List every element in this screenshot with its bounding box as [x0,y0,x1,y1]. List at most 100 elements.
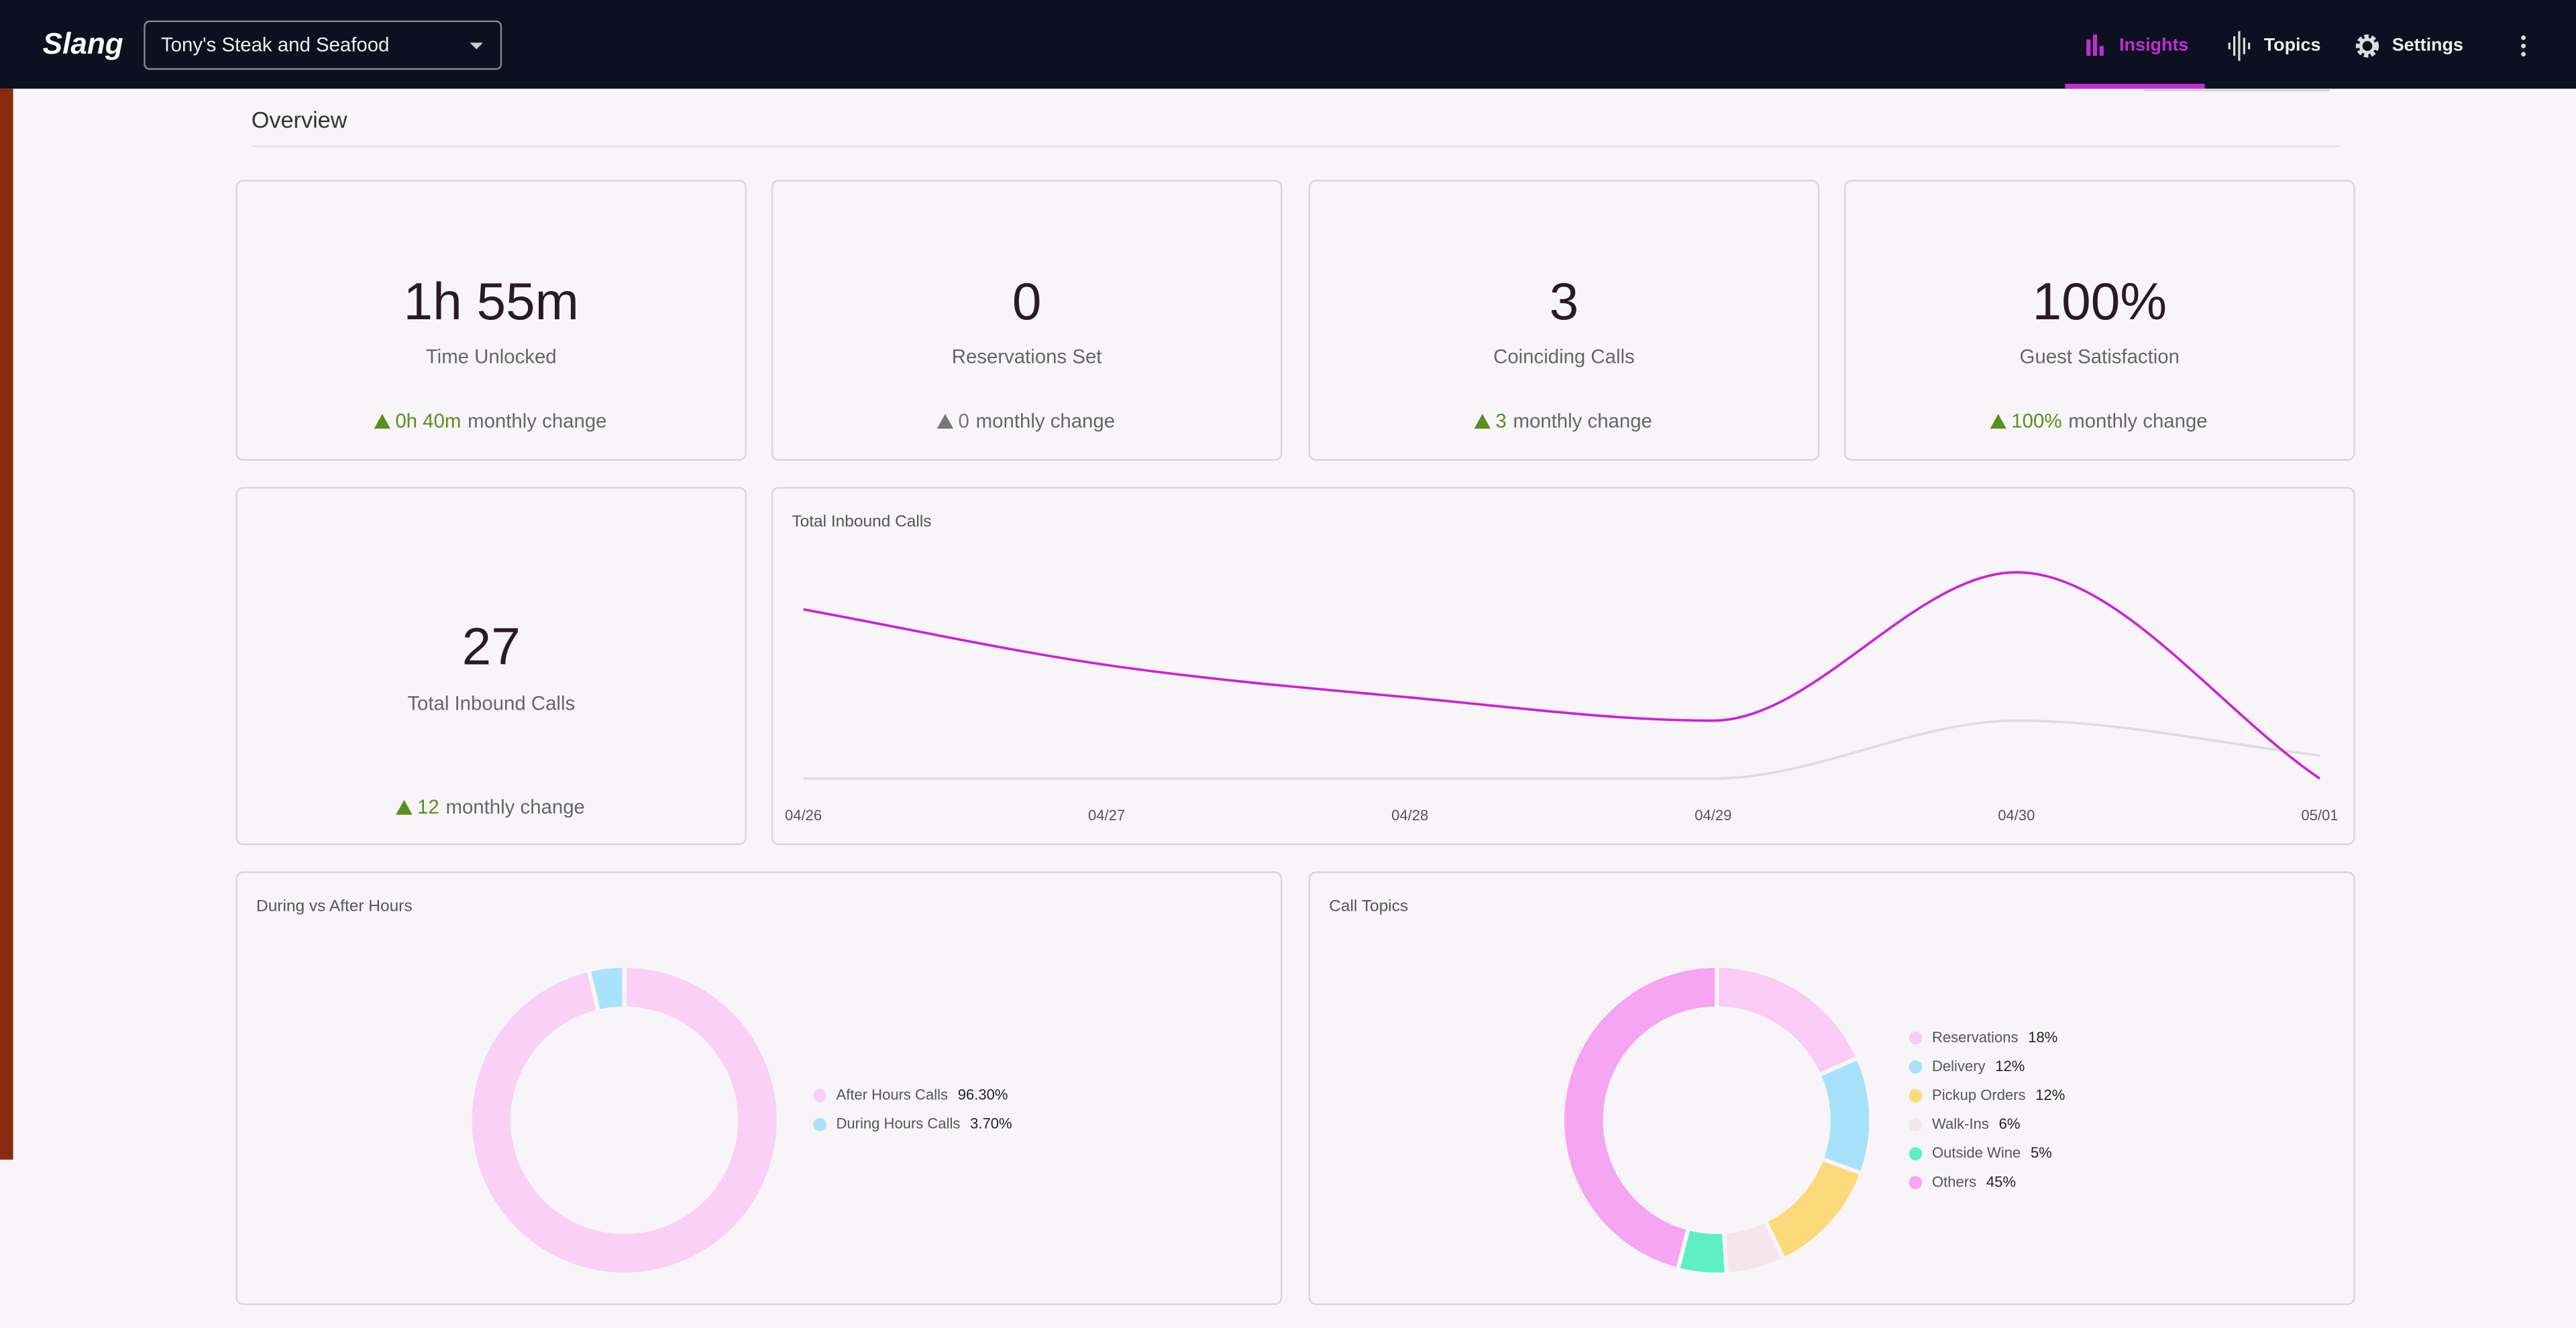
stat-value: 27 [462,616,521,675]
legend-swatch [1909,1089,1923,1103]
change-label: monthly change [468,410,606,432]
legend-label: Reservations [1932,1029,2019,1046]
stat-label: Guest Satisfaction [2020,346,2180,368]
nav-topics[interactable]: Topics [2228,31,2321,61]
dot [2521,35,2526,40]
stat-card [235,487,747,845]
x-tick-label: 04/26 [785,807,822,824]
nav-label: Settings [2392,35,2463,55]
logo[interactable]: Slang [43,27,123,60]
legend-swatch [1909,1031,1923,1045]
change-label: monthly change [2068,410,2207,432]
legend-entry: After Hours Calls 96.30% [837,1086,1008,1103]
change-value: 0h 40m [395,410,461,432]
donut-segment [1816,1054,1874,1176]
legend-entry: Pickup Orders 12% [1932,1087,2065,1103]
dropdown-arrow [470,42,483,50]
dot [2521,52,2526,57]
more-menu[interactable] [2521,35,2526,57]
icon [2099,46,2104,56]
change-label: monthly change [976,410,1115,432]
stat-value: 100% [2033,272,2167,331]
legend-entry: Outside Wine 5% [1932,1144,2052,1161]
line-series [803,571,2320,780]
legend-value: 18% [2028,1029,2057,1046]
stat-label: Coinciding Calls [1493,346,1635,368]
change-value: 0 [959,410,969,432]
stat-card [235,180,747,461]
legend-label: Delivery [1932,1058,1986,1074]
stat-value: 1h 55m [404,272,579,331]
nav-insights[interactable]: Insights [2065,34,2205,89]
x-tick-label: 04/27 [1088,807,1125,824]
stat-change: 100% monthly change [2011,410,2207,432]
stat-label: Time Unlocked [426,346,557,368]
icon [2355,34,2379,58]
active-underline [2065,83,2205,89]
change-arrow [1990,414,2006,429]
stat-card [1843,180,2355,461]
stat-change: 3 monthly change [1495,410,1652,432]
stat-label: Total Inbound Calls [407,692,575,714]
change-value: 12 [417,796,439,818]
legend-entry: Reservations 18% [1932,1029,2057,1046]
nav-settings[interactable]: Settings [2355,34,2463,58]
donut-segment [586,963,627,1014]
legend-entry: Delivery 12% [1932,1058,2025,1074]
legend-entry: Walk-Ins 6% [1932,1115,2020,1132]
nav-label: Topics [2264,35,2321,55]
change-arrow [396,799,413,815]
legend-label: Walk-Ins [1932,1115,1989,1132]
legend-label: Others [1932,1173,1976,1190]
change-arrow [374,414,391,429]
legend-swatch [1909,1118,1923,1131]
line-series [803,719,2320,780]
legend-swatch [1909,1176,1923,1190]
legend-value: 5% [2031,1144,2052,1161]
stat-change: 0 monthly change [959,410,1116,432]
stat-card [1308,180,1820,461]
stat-label: Reservations Set [952,346,1102,368]
chart-title: During vs After Hours [256,897,413,915]
chart-title: Total Inbound Calls [792,512,931,531]
legend-value: 6% [1999,1115,2021,1132]
change-arrow [1474,414,1491,429]
chart-card [771,487,2355,845]
overview-title: Overview [252,107,347,133]
change-arrow [936,414,954,429]
x-tick-label: 05/01 [2301,807,2338,824]
donut-segment [468,963,781,1277]
change-label: monthly change [1513,410,1652,432]
legend-label: Pickup Orders [1932,1087,2026,1103]
donut-segment [1560,963,1719,1272]
icon [2228,31,2251,61]
change-label: monthly change [445,796,584,818]
legend-label: After Hours Calls [837,1086,949,1103]
legend-value: 12% [2035,1087,2065,1103]
legend-label: During Hours Calls [837,1115,961,1131]
icon [2093,34,2098,56]
nav-label: Insights [2119,35,2188,55]
x-tick-label: 04/29 [1695,807,1731,824]
chart-title: Call Topics [1329,897,1408,915]
legend-swatch [813,1117,826,1131]
legend-swatch [1909,1060,1923,1074]
x-tick-label: 04/30 [1998,807,2035,824]
stat-change: 0h 40m monthly change [395,410,606,432]
legend-value: 12% [1995,1058,2025,1074]
location-name: Tony's Steak and Seafood [161,34,389,56]
legend-value: 96.30% [958,1086,1008,1103]
location-select[interactable] [144,20,502,70]
icon [2086,39,2091,56]
change-value: 100% [2011,410,2061,432]
desktop-edge [0,89,13,1160]
stat-change: 12 monthly change [417,796,585,818]
legend-entry: Others 45% [1932,1173,2016,1190]
legend-value: 3.70% [970,1115,1012,1131]
legend-entry: During Hours Calls 3.70% [837,1115,1012,1131]
stat-card [771,180,1283,461]
legend-label: Outside Wine [1932,1144,2021,1161]
legend-value: 45% [1986,1173,2016,1190]
